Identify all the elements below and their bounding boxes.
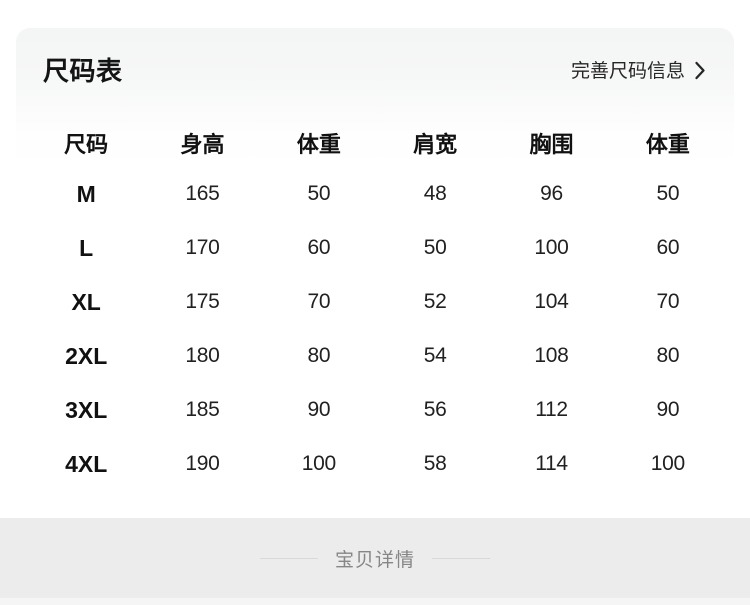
value-cell: 170	[185, 236, 220, 259]
size-cell: 2XL	[65, 342, 108, 369]
value-cell: 90	[307, 398, 331, 421]
column-header-shoulder: 肩宽	[413, 132, 458, 157]
complete-size-info-label: 完善尺码信息	[570, 61, 685, 82]
table-row: M 165 50 48 96 50	[28, 167, 726, 221]
table-row: 3XL 185 90 56 112 90	[28, 383, 726, 437]
value-cell: 52	[423, 290, 447, 313]
value-cell: 104	[534, 290, 569, 313]
value-cell: 90	[656, 398, 680, 421]
table-row: L 170 60 50 100 60	[28, 221, 726, 275]
value-cell: 50	[656, 182, 680, 205]
value-cell: 100	[650, 452, 685, 475]
value-cell: 48	[423, 182, 447, 205]
column-header-weight-2: 体重	[645, 132, 690, 157]
value-cell: 56	[423, 398, 447, 421]
size-cell: L	[79, 234, 94, 261]
value-cell: 50	[423, 236, 447, 259]
table-row: 2XL 180 80 54 108 80	[28, 329, 726, 383]
size-cell: 3XL	[65, 396, 108, 423]
size-chart-card: 尺码表 完善尺码信息 尺码 身高 体重 肩宽 胸围 体重 M	[16, 28, 734, 515]
size-cell: 4XL	[65, 450, 108, 477]
value-cell: 80	[307, 344, 331, 367]
value-cell: 80	[656, 344, 680, 367]
complete-size-info-link[interactable]: 完善尺码信息	[571, 56, 706, 83]
value-cell: 50	[307, 182, 331, 205]
size-cell: XL	[71, 288, 101, 315]
column-header-size: 尺码	[64, 132, 109, 157]
size-chart-header: 尺码表 完善尺码信息	[16, 28, 734, 103]
column-header-height: 身高	[180, 132, 225, 157]
page-title: 尺码表	[43, 56, 123, 86]
table-header-row: 尺码 身高 体重 肩宽 胸围 体重	[28, 119, 726, 167]
value-cell: 108	[534, 344, 569, 367]
size-cell: M	[76, 180, 96, 207]
value-cell: 114	[535, 452, 568, 475]
column-header-weight: 体重	[296, 132, 341, 157]
value-cell: 190	[185, 452, 220, 475]
value-cell: 60	[656, 236, 680, 259]
value-cell: 175	[185, 290, 220, 313]
value-cell: 60	[307, 236, 331, 259]
size-table: 尺码 身高 体重 肩宽 胸围 体重 M 165 50 48 96 50 L 17…	[16, 103, 734, 491]
divider-line-right	[432, 557, 490, 559]
chevron-right-icon	[694, 61, 706, 80]
column-header-chest: 胸围	[529, 132, 574, 157]
table-row: XL 175 70 52 104 70	[28, 275, 726, 329]
value-cell: 165	[185, 182, 220, 205]
value-cell: 180	[185, 344, 220, 367]
value-cell: 100	[301, 452, 336, 475]
product-details-divider-bar: 宝贝详情	[0, 518, 750, 598]
bottom-strip	[0, 598, 750, 605]
value-cell: 54	[423, 344, 447, 367]
value-cell: 96	[540, 182, 563, 205]
value-cell: 70	[307, 290, 331, 313]
product-details-label: 宝贝详情	[334, 549, 415, 571]
value-cell: 58	[423, 452, 447, 475]
divider-line-left	[259, 557, 318, 559]
value-cell: 112	[535, 398, 568, 421]
table-row: 4XL 190 100 58 114 100	[28, 437, 726, 491]
value-cell: 185	[185, 398, 220, 421]
value-cell: 70	[656, 290, 680, 313]
value-cell: 100	[534, 236, 569, 259]
